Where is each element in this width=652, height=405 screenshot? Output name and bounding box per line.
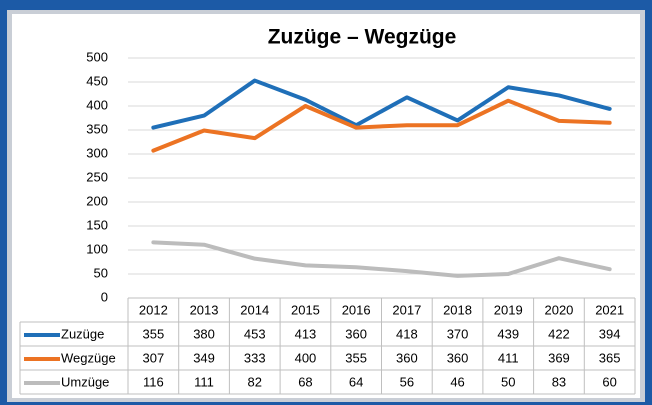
table-value: 413: [295, 326, 317, 341]
line-series: [151, 98, 612, 153]
y-tick-label: 450: [86, 73, 108, 88]
table-value: 56: [400, 374, 414, 389]
table-value: 380: [193, 326, 215, 341]
table-value: 360: [396, 350, 418, 365]
table-value: 370: [447, 326, 469, 341]
table-value: 82: [248, 374, 262, 389]
x-tick-label: 2017: [392, 302, 421, 317]
y-tick-label: 150: [86, 217, 108, 232]
legend-label: Zuzüge: [61, 326, 104, 341]
x-tick-label: 2018: [443, 302, 472, 317]
table-value: 400: [295, 350, 317, 365]
y-tick-label: 500: [86, 49, 108, 64]
table-value: 422: [548, 326, 570, 341]
table-value: 46: [450, 374, 464, 389]
chart-title: Zuzüge – Wegzüge: [268, 26, 457, 49]
line-series: [151, 78, 612, 130]
y-tick-label: 50: [94, 265, 108, 280]
table-value: 418: [396, 326, 418, 341]
table-value: 50: [501, 374, 515, 389]
y-tick-label: 100: [86, 241, 108, 256]
x-tick-label: 2020: [544, 302, 573, 317]
table-value: 453: [244, 326, 266, 341]
table-value: 83: [552, 374, 566, 389]
y-tick-label: 200: [86, 193, 108, 208]
table-value: 116: [143, 374, 164, 389]
x-tick-label: 2013: [190, 302, 219, 317]
x-tick-label: 2014: [240, 302, 269, 317]
table-value: 355: [142, 326, 164, 341]
x-tick-label: 2012: [139, 302, 168, 317]
y-tick-label: 400: [86, 97, 108, 112]
y-tick-label: 250: [86, 169, 108, 184]
y-tick-label: 300: [86, 145, 108, 160]
legend-label: Wegzüge: [61, 350, 116, 365]
table-value: 307: [142, 350, 164, 365]
table-value: 439: [497, 326, 519, 341]
x-tick-label: 2019: [494, 302, 523, 317]
x-tick-label: 2016: [342, 302, 371, 317]
x-tick-label: 2021: [595, 302, 624, 317]
table-value: 64: [349, 374, 363, 389]
y-tick-label: 0: [101, 289, 108, 304]
table-value: 60: [602, 374, 616, 389]
table-value: 355: [345, 350, 367, 365]
legend-label: Umzüge: [61, 374, 109, 389]
table-value: 360: [447, 350, 469, 365]
table-value: 68: [298, 374, 312, 389]
table-value: 394: [599, 326, 621, 341]
table-value: 349: [193, 350, 215, 365]
x-tick-label: 2015: [291, 302, 320, 317]
table-value: 111: [194, 374, 214, 389]
table-value: 369: [548, 350, 570, 365]
table-value: 360: [345, 326, 367, 341]
table-value: 411: [498, 350, 519, 365]
table-value: 365: [599, 350, 621, 365]
table-value: 333: [244, 350, 266, 365]
chart-area: [12, 14, 640, 398]
y-tick-label: 350: [86, 121, 108, 136]
line-series: [151, 240, 612, 278]
